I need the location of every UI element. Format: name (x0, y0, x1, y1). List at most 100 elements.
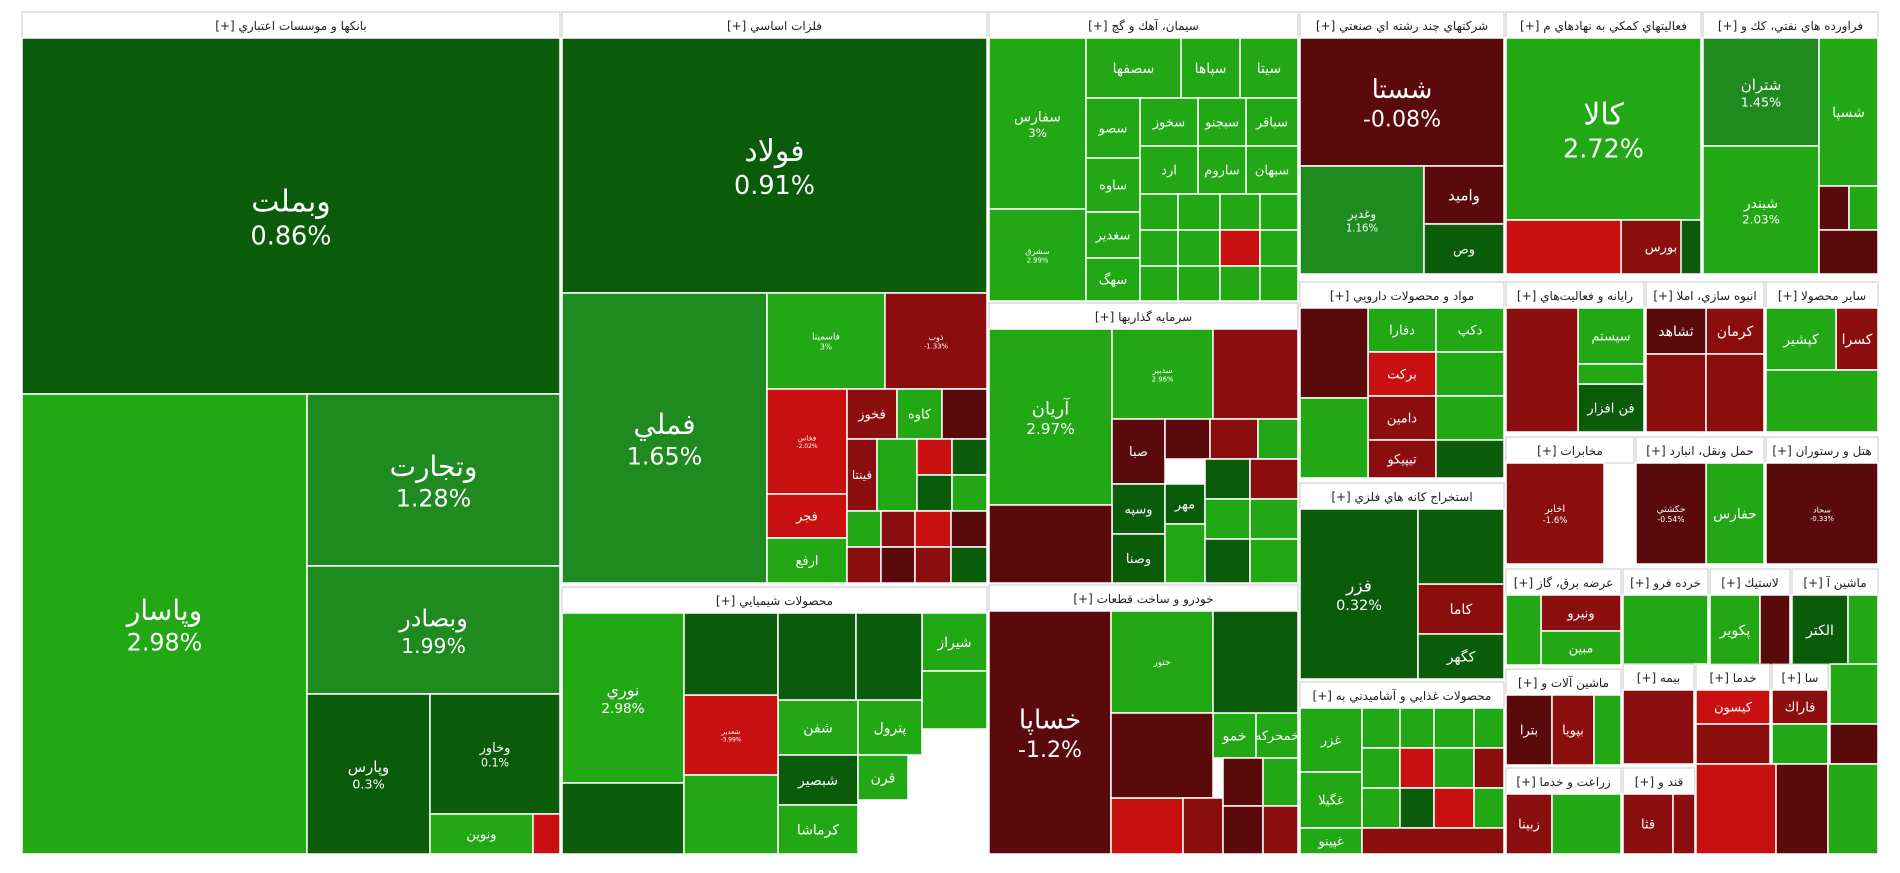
stock-tile[interactable] (896, 388, 943, 440)
sector-19[interactable]: ماشين آلات و [+] بترا بپويا (1505, 668, 1622, 766)
sector-header[interactable] (1299, 681, 1505, 709)
stock-tile[interactable] (1818, 37, 1879, 187)
stock-tile[interactable] (1361, 827, 1505, 855)
stock-tile[interactable] (306, 393, 561, 567)
sector-16[interactable]: خودرو و ساخت قطعات [+] خساپا-1.2% ختور خمو خ… (988, 584, 1299, 855)
stock-tile[interactable] (1164, 523, 1206, 584)
stock-tile[interactable] (951, 474, 988, 512)
stock-tile[interactable] (1635, 462, 1707, 565)
sector-header[interactable] (1771, 663, 1829, 691)
stock-tile[interactable] (1139, 229, 1179, 267)
sector-header[interactable] (1702, 11, 1879, 39)
stock-tile[interactable] (855, 612, 923, 701)
stock-tile[interactable] (429, 813, 534, 855)
sector-18[interactable]: عرضه برق، گاز [+] ونيرو مبين (1505, 568, 1622, 666)
sector-header[interactable] (1765, 436, 1879, 464)
sector-25[interactable]: قند و [+] قثا (1622, 767, 1696, 855)
stock-tile[interactable] (1505, 694, 1553, 766)
stock-tile[interactable] (1222, 805, 1264, 855)
stock-tile[interactable] (1299, 397, 1369, 479)
sector-header[interactable] (1765, 281, 1879, 309)
sector-9[interactable]: انبوه سازي، املا [+] كرمان ثشاهد (1645, 281, 1765, 433)
sector-21[interactable]: لاستيك [+] پكوير (1709, 568, 1791, 666)
stock-tile[interactable] (941, 388, 988, 440)
sector-header[interactable] (1622, 767, 1696, 795)
stock-tile[interactable] (857, 699, 923, 756)
stock-tile[interactable] (1249, 458, 1299, 500)
stock-tile[interactable] (1473, 747, 1505, 789)
stock-tile[interactable] (1361, 787, 1401, 829)
sector-13[interactable]: حمل ونقل، انبارد [+] حفارس حكشتي-0.54% (1635, 436, 1765, 565)
stock-tile[interactable] (880, 546, 916, 584)
stock-tile[interactable] (876, 438, 918, 512)
stock-tile[interactable] (1212, 610, 1299, 714)
stock-tile[interactable] (1417, 508, 1505, 585)
sector-header[interactable] (988, 584, 1299, 612)
stock-tile[interactable] (1139, 193, 1179, 231)
stock-tile[interactable] (1473, 707, 1505, 749)
stock-tile[interactable] (1204, 458, 1251, 500)
stock-tile[interactable] (1818, 185, 1850, 231)
stock-tile[interactable] (1709, 594, 1761, 666)
stock-tile[interactable] (766, 537, 848, 584)
stock-tile[interactable] (846, 438, 878, 512)
stock-tile[interactable] (1705, 353, 1765, 433)
sector-8[interactable]: رايانه و فعاليت‌هاي [+] سيستم فن افزار (1505, 281, 1645, 433)
stock-tile[interactable] (1433, 787, 1475, 829)
stock-tile[interactable] (1222, 757, 1264, 807)
stock-tile[interactable] (1204, 538, 1251, 584)
stock-tile[interactable] (683, 774, 779, 855)
stock-tile[interactable] (1212, 328, 1299, 420)
stock-tile[interactable] (1645, 353, 1707, 433)
stock-tile[interactable] (1827, 763, 1879, 855)
sector-14[interactable]: هتل و رستوران [+] سحاد-0.33% (1765, 436, 1879, 565)
stock-tile[interactable] (1367, 439, 1437, 479)
stock-tile[interactable] (1551, 694, 1595, 766)
sector-22[interactable]: ماشين آ [+] الكتر (1791, 568, 1879, 666)
stock-tile[interactable] (1219, 193, 1261, 231)
stock-tile[interactable] (1818, 229, 1879, 275)
stock-tile[interactable] (1110, 712, 1214, 799)
stock-tile[interactable] (1299, 827, 1363, 855)
stock-tile[interactable] (532, 813, 561, 855)
stock-tile[interactable] (1765, 307, 1837, 371)
stock-tile[interactable] (1435, 351, 1505, 397)
sector-header[interactable] (988, 302, 1299, 330)
sector-header[interactable] (1709, 568, 1791, 596)
stock-tile[interactable] (1433, 747, 1475, 789)
stock-tile[interactable] (846, 510, 882, 548)
stock-tile[interactable] (1505, 307, 1579, 433)
stock-tile[interactable] (306, 565, 561, 695)
sector-10[interactable]: ساير محصولا [+] كسرا كپشير (1765, 281, 1879, 433)
stock-tile[interactable] (1672, 793, 1696, 855)
stock-tile[interactable] (1423, 165, 1505, 225)
stock-tile[interactable] (1848, 185, 1879, 231)
sector-header[interactable] (1299, 11, 1505, 39)
stock-tile[interactable] (916, 474, 953, 512)
sector-header[interactable] (561, 586, 988, 614)
stock-tile[interactable] (1577, 363, 1645, 385)
stock-tile[interactable] (1249, 538, 1299, 584)
stock-tile[interactable] (766, 493, 848, 539)
sector-20[interactable]: زراعت و خدما [+] زبينا (1505, 767, 1622, 855)
stock-tile[interactable] (1765, 369, 1879, 433)
sector-header[interactable] (988, 11, 1299, 39)
stock-tile[interactable] (1622, 793, 1674, 855)
stock-tile[interactable] (1177, 265, 1221, 302)
stock-tile[interactable] (1299, 771, 1363, 829)
stock-tile[interactable] (950, 546, 988, 584)
stock-tile[interactable] (777, 699, 859, 756)
stock-tile[interactable] (1771, 723, 1829, 765)
stock-tile[interactable] (1239, 37, 1299, 99)
stock-tile[interactable] (1835, 307, 1879, 371)
stock-tile[interactable] (1775, 763, 1829, 855)
stock-tile[interactable] (1197, 145, 1247, 195)
stock-tile[interactable] (1299, 508, 1419, 680)
stock-tile[interactable] (1577, 383, 1645, 433)
stock-tile[interactable] (988, 504, 1113, 584)
stock-tile[interactable] (1645, 307, 1707, 355)
stock-tile[interactable] (1540, 630, 1622, 666)
stock-tile[interactable] (1367, 307, 1437, 353)
